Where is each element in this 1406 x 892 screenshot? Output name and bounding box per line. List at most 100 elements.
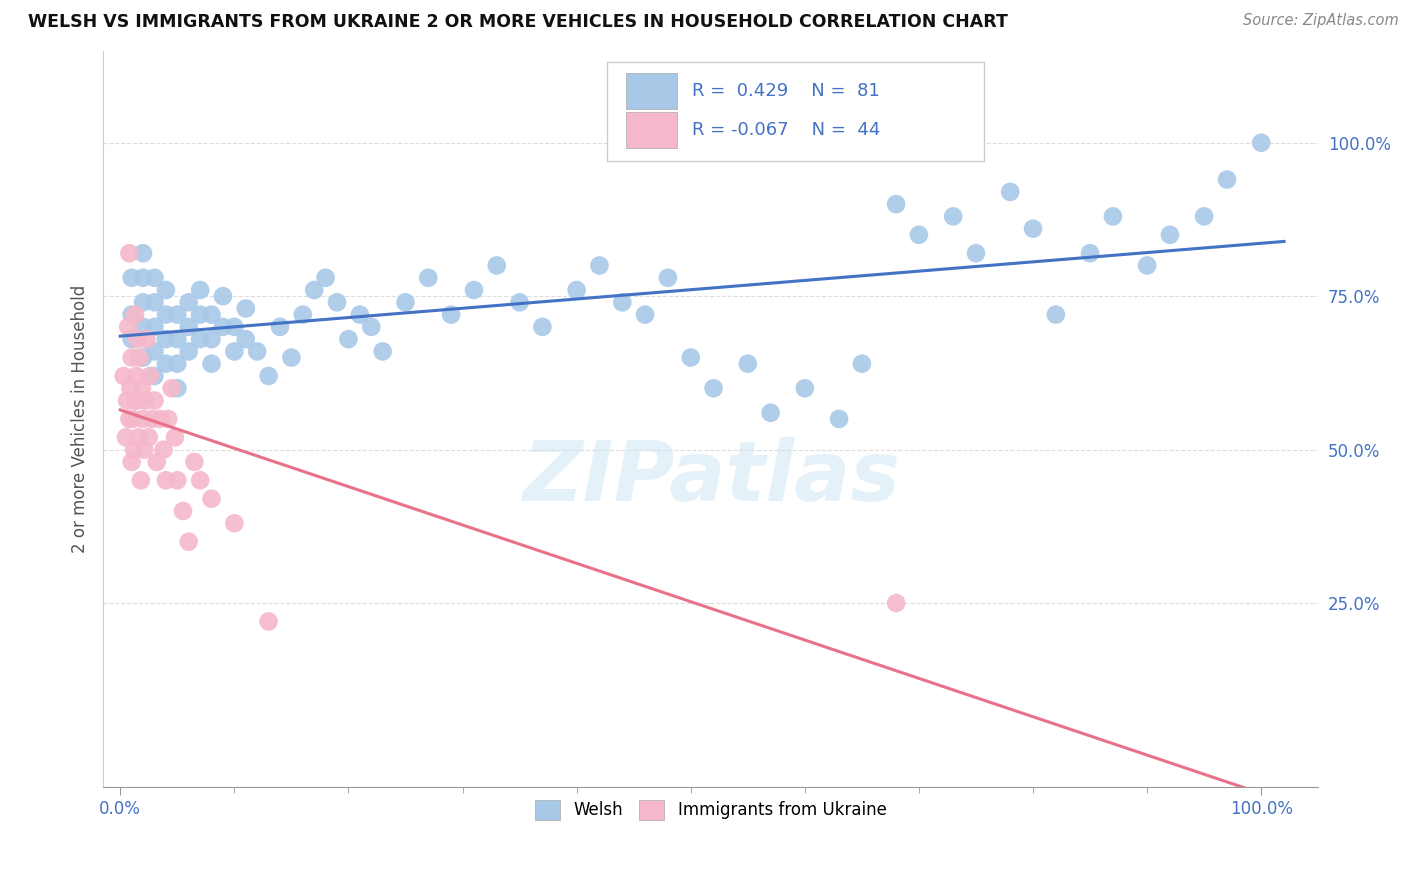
Point xyxy=(121,308,143,322)
Point xyxy=(440,308,463,322)
Point xyxy=(793,381,815,395)
Point xyxy=(149,412,172,426)
Point xyxy=(121,332,143,346)
Point xyxy=(212,289,235,303)
Point xyxy=(315,270,337,285)
Point xyxy=(908,227,931,242)
Point xyxy=(143,295,166,310)
Point xyxy=(143,319,166,334)
Point xyxy=(135,332,157,346)
Point xyxy=(302,283,325,297)
Point xyxy=(183,455,205,469)
Point xyxy=(851,357,873,371)
Point xyxy=(152,442,174,457)
Point xyxy=(132,270,155,285)
Point xyxy=(657,270,679,285)
Point xyxy=(1216,172,1239,186)
Point xyxy=(141,412,163,426)
Point xyxy=(143,393,166,408)
Point xyxy=(132,246,155,260)
Text: Source: ZipAtlas.com: Source: ZipAtlas.com xyxy=(1243,13,1399,29)
Point xyxy=(257,368,280,383)
Point xyxy=(177,295,200,310)
Point xyxy=(212,319,235,334)
Point xyxy=(235,332,257,346)
Point xyxy=(134,393,156,408)
Point xyxy=(884,197,907,211)
Point xyxy=(166,473,188,487)
Point xyxy=(1192,210,1215,224)
Point xyxy=(200,357,222,371)
Point xyxy=(612,295,634,310)
Point xyxy=(127,332,149,346)
Point xyxy=(121,270,143,285)
Point xyxy=(177,534,200,549)
Point xyxy=(129,473,152,487)
Point xyxy=(200,332,222,346)
Point xyxy=(120,381,142,395)
Point xyxy=(115,430,138,444)
Point xyxy=(418,270,440,285)
Point xyxy=(132,319,155,334)
Point xyxy=(394,295,416,310)
Point xyxy=(1159,227,1181,242)
Point xyxy=(759,406,782,420)
Point xyxy=(246,344,269,359)
Point xyxy=(1045,308,1067,322)
Point xyxy=(291,308,314,322)
Point xyxy=(145,455,167,469)
FancyBboxPatch shape xyxy=(626,112,676,148)
Point xyxy=(155,332,177,346)
Point xyxy=(124,308,146,322)
Point xyxy=(122,442,145,457)
Point xyxy=(703,381,725,395)
Point xyxy=(1102,210,1125,224)
Point xyxy=(143,344,166,359)
Point xyxy=(188,308,211,322)
Point xyxy=(463,283,485,297)
Point xyxy=(188,283,211,297)
Point xyxy=(118,246,141,260)
Point xyxy=(132,295,155,310)
Point xyxy=(124,393,146,408)
Point xyxy=(280,351,302,365)
Point xyxy=(138,430,160,444)
Point xyxy=(155,357,177,371)
FancyBboxPatch shape xyxy=(626,73,676,109)
Point xyxy=(128,351,150,365)
Point xyxy=(565,283,588,297)
Point xyxy=(125,368,148,383)
Text: ZIPatlas: ZIPatlas xyxy=(522,437,900,518)
Point xyxy=(127,393,149,408)
Point xyxy=(1250,136,1272,150)
Point xyxy=(679,351,702,365)
Text: R = -0.067    N =  44: R = -0.067 N = 44 xyxy=(693,121,880,139)
Point xyxy=(1136,259,1159,273)
Point xyxy=(531,319,554,334)
Point xyxy=(128,430,150,444)
Point xyxy=(269,319,291,334)
Point xyxy=(224,516,246,531)
Y-axis label: 2 or more Vehicles in Household: 2 or more Vehicles in Household xyxy=(72,285,89,553)
Point xyxy=(155,473,177,487)
Point xyxy=(588,259,610,273)
Point xyxy=(121,412,143,426)
Point xyxy=(942,210,965,224)
Legend: Welsh, Immigrants from Ukraine: Welsh, Immigrants from Ukraine xyxy=(529,793,893,827)
Point xyxy=(965,246,987,260)
Point xyxy=(337,332,360,346)
Point xyxy=(200,308,222,322)
Point xyxy=(143,368,166,383)
Point xyxy=(828,412,851,426)
Point xyxy=(349,308,371,322)
Point xyxy=(1078,246,1101,260)
Point xyxy=(134,442,156,457)
Point xyxy=(155,308,177,322)
Point xyxy=(360,319,382,334)
Point xyxy=(737,357,759,371)
Text: R =  0.429    N =  81: R = 0.429 N = 81 xyxy=(693,82,880,100)
Point xyxy=(172,504,194,518)
Point xyxy=(157,412,180,426)
Point xyxy=(155,283,177,297)
Point xyxy=(166,308,188,322)
